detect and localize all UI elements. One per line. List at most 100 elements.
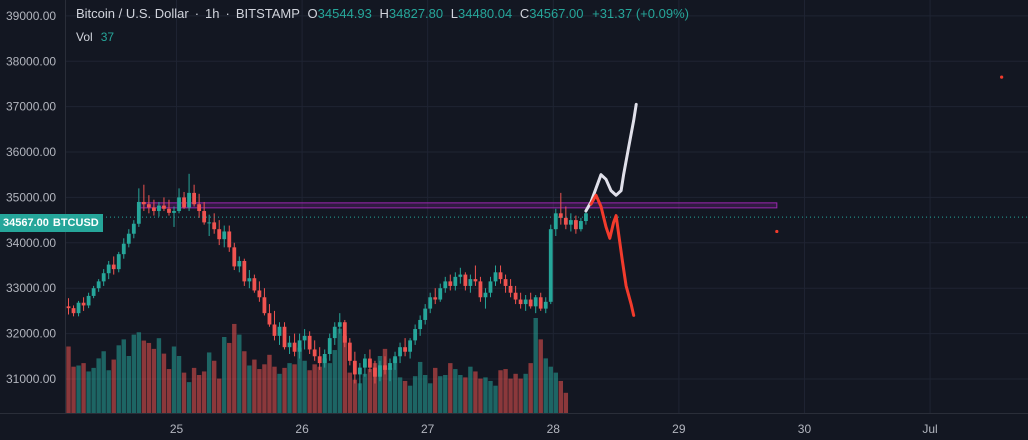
candle-body xyxy=(488,281,493,293)
candle-body xyxy=(157,205,161,212)
candle-body xyxy=(121,243,126,255)
volume-bar xyxy=(322,358,327,413)
volume-bar xyxy=(176,356,182,413)
time-tick-label: 28 xyxy=(547,422,561,436)
price-tick-label: 32000.00 xyxy=(6,327,56,341)
high-value: 34827.80 xyxy=(388,6,444,21)
candle xyxy=(177,188,181,214)
candle xyxy=(307,331,312,354)
candle xyxy=(388,358,392,382)
price-tick-label: 33000.00 xyxy=(6,281,56,295)
volume-bar xyxy=(211,360,217,413)
candle xyxy=(503,274,508,293)
candle-body xyxy=(558,213,563,218)
candle-body xyxy=(458,274,463,277)
time-tick-label: Jul xyxy=(922,422,937,436)
candle-body xyxy=(202,211,207,223)
volume-bar xyxy=(232,323,237,413)
volume-bar xyxy=(362,373,368,413)
volume-bar xyxy=(146,342,152,413)
volume-bar xyxy=(252,359,257,413)
candle xyxy=(347,338,352,366)
candle-body xyxy=(388,363,392,370)
candle xyxy=(533,295,538,314)
candle xyxy=(207,214,212,236)
candle-body xyxy=(418,319,423,330)
candle xyxy=(463,272,468,291)
candle xyxy=(413,324,418,345)
candle-body xyxy=(317,356,322,364)
candle xyxy=(553,208,558,236)
candle-body xyxy=(91,288,96,296)
candle-body xyxy=(584,213,588,222)
candle xyxy=(473,265,478,286)
price-tick-label: 35000.00 xyxy=(6,190,56,204)
volume-bar xyxy=(156,338,162,413)
volume-bar xyxy=(121,339,126,413)
candle-body xyxy=(579,221,583,230)
candle-body xyxy=(337,322,342,327)
volume-value: 37 xyxy=(100,30,115,44)
candle xyxy=(438,283,443,302)
last-price-value: 34567.00 xyxy=(3,217,49,229)
candle xyxy=(408,338,413,359)
candle xyxy=(493,265,498,286)
volume-legend[interactable]: Vol 37 xyxy=(76,30,114,44)
candle xyxy=(96,279,101,292)
candle-body xyxy=(207,222,212,224)
candle-body xyxy=(111,264,116,270)
candle xyxy=(232,242,237,271)
volume-bar xyxy=(513,373,518,413)
candle-body xyxy=(66,306,71,309)
candle-body xyxy=(81,302,86,306)
volume-bar xyxy=(302,360,307,413)
candle xyxy=(192,184,196,207)
volume-bar xyxy=(186,382,192,413)
candle xyxy=(523,295,528,311)
candle-body xyxy=(523,299,528,305)
candle xyxy=(131,220,136,239)
candle xyxy=(362,354,367,377)
volume-bar xyxy=(106,370,111,413)
exchange-label: BITSTAMP xyxy=(235,6,300,21)
low-value: 34480.04 xyxy=(458,6,513,21)
candle-body xyxy=(423,308,428,320)
candle-body xyxy=(478,281,483,298)
candle xyxy=(136,188,141,227)
volume-bar xyxy=(347,372,353,413)
candle xyxy=(197,193,202,218)
interval-label[interactable]: 1h xyxy=(205,6,220,21)
time-tick-label: 26 xyxy=(295,422,309,436)
volume-bar xyxy=(387,367,393,413)
candle xyxy=(312,340,317,361)
candle-body xyxy=(443,281,448,289)
price-tick-label: 36000.00 xyxy=(6,145,56,159)
price-tick-label: 38000.00 xyxy=(6,54,56,68)
volume-bar xyxy=(433,367,438,413)
volume-bar xyxy=(71,366,76,413)
symbol-name[interactable]: Bitcoin / U.S. Dollar xyxy=(76,6,189,21)
volume-bar xyxy=(463,377,468,413)
candle xyxy=(272,310,277,341)
candle xyxy=(222,225,227,248)
volume-bar xyxy=(473,371,478,413)
volume-bar xyxy=(151,348,157,413)
bearish-projection-path xyxy=(589,193,636,317)
candle-body xyxy=(383,365,387,370)
candle xyxy=(101,269,106,286)
candle xyxy=(332,322,337,345)
volume-bar xyxy=(508,378,513,413)
resistance-zone-layer xyxy=(138,202,778,209)
candle-body xyxy=(573,220,578,230)
candle xyxy=(152,199,156,216)
candle-body xyxy=(257,290,262,298)
candle xyxy=(242,258,247,286)
candle xyxy=(146,195,151,214)
candle xyxy=(91,285,96,299)
volume-bar xyxy=(292,364,297,413)
candle-body xyxy=(247,278,252,282)
stray-point xyxy=(775,229,779,234)
candle-body xyxy=(172,211,176,213)
